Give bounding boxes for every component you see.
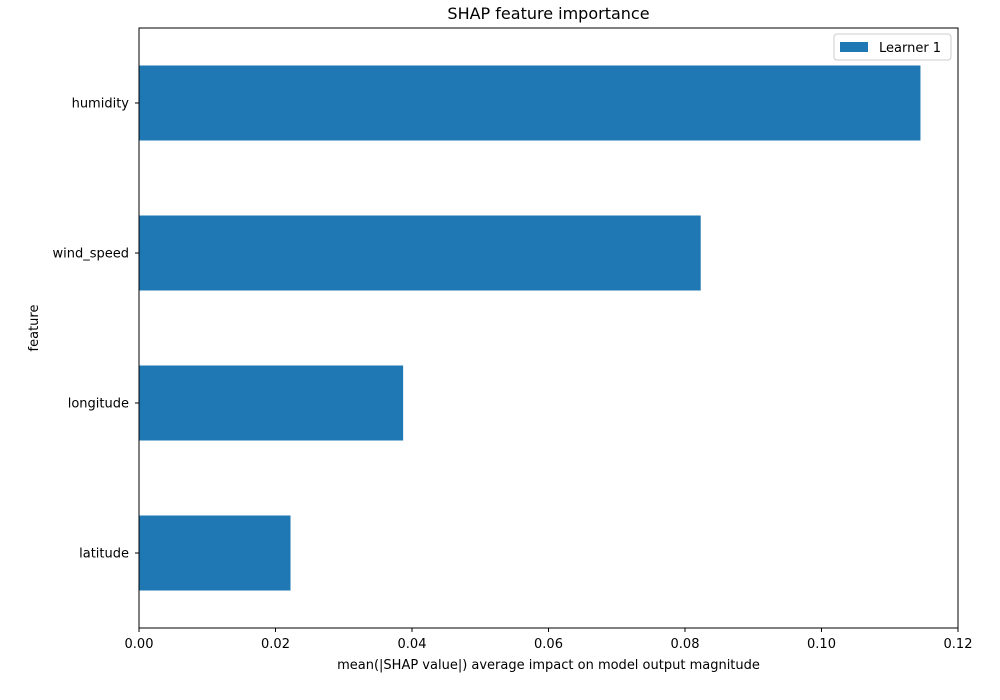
x-tick-label: 0.00	[125, 637, 154, 652]
x-tick-label: 0.12	[944, 637, 973, 652]
y-axis-label: feature	[27, 305, 42, 352]
y-tick-label: humidity	[72, 97, 130, 112]
y-tick-label: latitude	[79, 547, 129, 562]
legend-box	[833, 33, 952, 61]
y-tick-label: wind_speed	[52, 247, 129, 262]
bar-humidity	[139, 65, 921, 141]
y-tick-label: longitude	[68, 397, 129, 412]
legend-swatch	[840, 42, 868, 52]
bar-latitude	[139, 515, 291, 591]
chart-title: SHAP feature importance	[447, 4, 649, 23]
x-tick-label: 0.02	[261, 637, 290, 652]
x-axis-ticks: 0.00 0.02 0.04 0.06 0.08 0.10 0.12	[125, 628, 973, 652]
legend: Learner 1	[833, 33, 952, 61]
legend-label-learner-1: Learner 1	[879, 41, 941, 56]
x-tick-label: 0.10	[807, 637, 836, 652]
x-tick-label: 0.08	[671, 637, 700, 652]
bar-longitude	[139, 365, 404, 441]
x-axis-label: mean(|SHAP value|) average impact on mod…	[337, 658, 760, 673]
bar-wind-speed	[139, 215, 701, 291]
x-tick-label: 0.04	[398, 637, 427, 652]
bars-layer	[139, 65, 921, 591]
x-tick-label: 0.06	[534, 637, 563, 652]
y-axis-ticks: humidity wind_speed longitude latitude	[52, 97, 139, 562]
